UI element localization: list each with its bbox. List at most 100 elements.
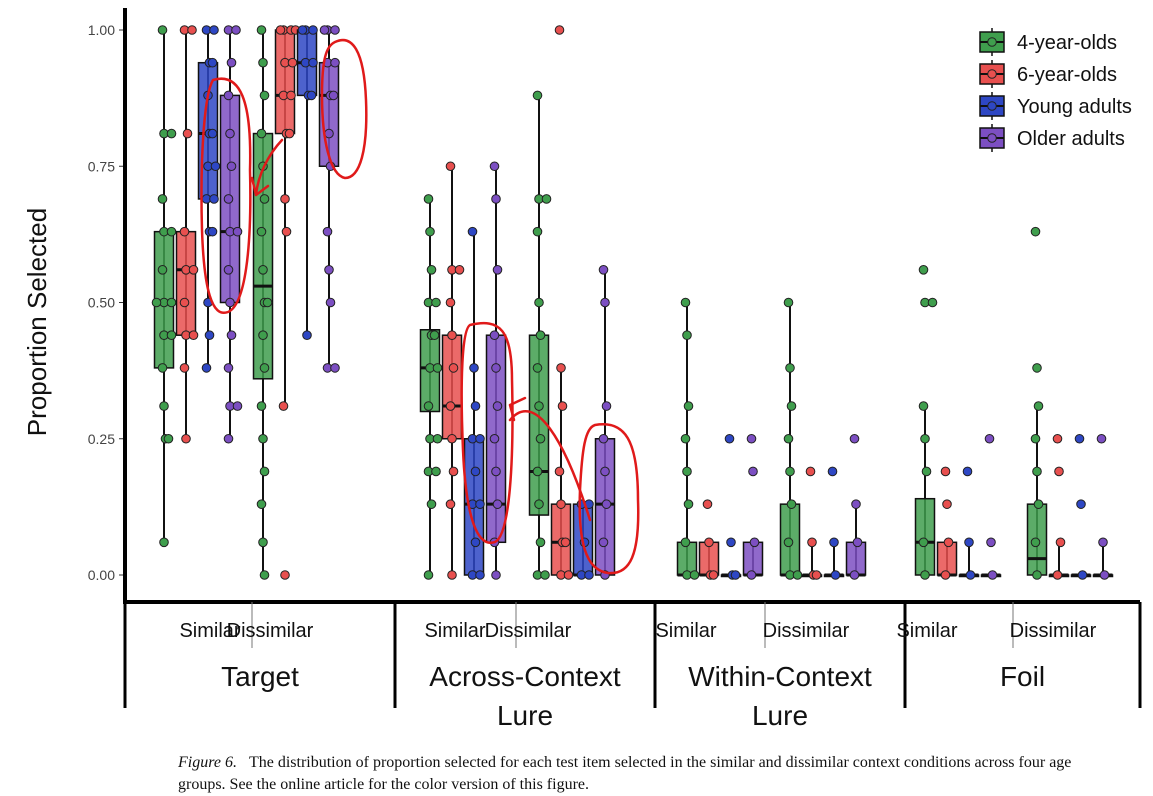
data-point [258,537,268,548]
data-point [445,161,456,172]
data-point [849,570,860,580]
data-point [1033,401,1044,411]
data-point [259,466,270,477]
data-point [475,499,485,509]
data-point [532,90,543,101]
annotation-circle-across-similar [460,321,514,545]
data-point [157,194,168,204]
data-point [475,433,485,444]
red-handwritten-annotations [200,38,640,575]
box [274,29,296,135]
data-point [534,499,544,509]
data-point [280,570,290,580]
data-point [600,466,610,477]
condition-label: Dissimilar [485,620,572,642]
condition-label: Similar [655,620,716,642]
box [698,541,720,576]
data-point [207,57,218,68]
condition-label: Similar [896,620,957,642]
box [175,230,197,336]
annotation-circle-across-dissimilar [578,423,640,575]
data-point [223,90,234,101]
data-point [181,433,191,444]
data-point [598,537,609,548]
data-point [447,433,457,444]
data-point [166,226,177,237]
data-point [445,297,456,308]
data-point [308,25,318,35]
data-point [157,265,168,275]
group-label: Lure [497,700,553,731]
data-point [319,25,330,35]
box-young-adults [1070,433,1092,580]
condition-label: Dissimilar [1010,620,1097,642]
data-point [557,401,568,411]
box-6-year-olds [936,466,958,580]
data-point [225,128,235,139]
data-point [489,161,500,172]
data-point [151,297,162,308]
data-point [286,90,296,101]
box-older-adults [742,433,764,580]
y-tick-label: 0.00 [88,567,115,583]
data-point [330,25,340,35]
data-point [920,570,930,580]
condition-label: Similar [424,620,485,642]
legend-label: 4-year-olds [1017,32,1117,54]
data-point [492,265,503,275]
box-older-adults [318,25,340,373]
data-point [470,466,481,477]
group-label: Target [221,661,299,692]
data-point [492,499,503,509]
data-point [535,433,546,444]
data-point [792,570,803,580]
data-point [308,57,318,68]
data-point [188,265,199,275]
data-point [489,433,500,444]
data-point [984,433,995,444]
data-point [225,297,235,308]
data-point [232,226,243,237]
data-point [324,265,334,275]
data-point [470,401,481,411]
data-point [322,226,333,237]
data-point [1030,537,1041,548]
data-point [584,570,594,580]
box-4-year-olds [528,90,552,580]
data-point [431,466,441,477]
data-point [683,401,694,411]
data-point [540,570,550,580]
group-label: Within-Context [688,661,872,692]
data-point [159,401,169,411]
data-point [689,570,700,580]
box-6-year-olds [441,161,465,580]
annotation-arrow-target [250,138,284,197]
data-point [163,433,174,444]
data-point [280,194,290,204]
box-4-year-olds [419,194,443,580]
legend-label: Older adults [1017,128,1125,150]
box-older-adults [980,433,1002,580]
data-point [785,363,795,373]
data-point [783,297,794,308]
data-point [258,433,268,444]
data-point [786,401,797,411]
y-tick-label: 1.00 [88,22,115,38]
data-point [226,57,237,68]
data-point [297,25,308,35]
data-point [258,330,268,341]
data-point [179,297,190,308]
box [742,541,764,576]
data-point [256,226,267,237]
data-point [987,570,998,580]
data-point [683,499,694,509]
data-point [188,330,199,341]
data-point [1096,433,1107,444]
annotation-circle-target-dissimilar [320,38,368,180]
data-point [535,330,546,341]
data-point [1032,570,1042,580]
box-4-year-olds [252,25,274,580]
data-point [157,363,168,373]
data-point [1076,499,1086,509]
data-point [680,433,691,444]
